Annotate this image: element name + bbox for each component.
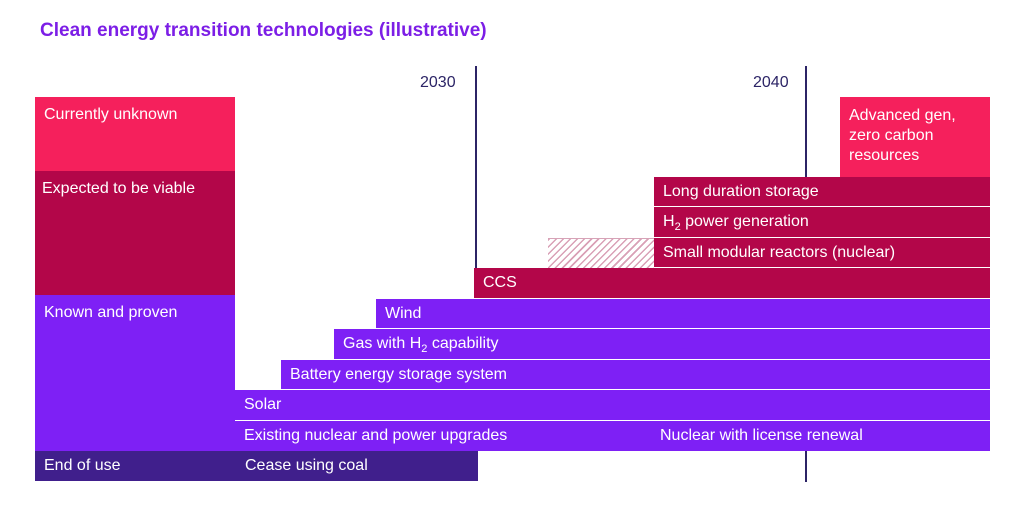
year-line-2040-top (805, 66, 807, 177)
year-line-2040-bottom (805, 451, 807, 482)
diagram-title: Clean energy transition technologies (il… (40, 20, 487, 41)
tech-solar: Solar (235, 390, 990, 421)
category-label: End of use (44, 457, 121, 474)
smr-early-hatch (548, 238, 654, 268)
tech-label: Cease using coal (245, 457, 368, 474)
tech-label: Solar (244, 396, 282, 413)
category-label: Expected to be viable (42, 180, 195, 197)
tech-label: Wind (385, 304, 422, 322)
category-label: Known and proven (44, 304, 178, 321)
tech-label: Nuclear with license renewal (660, 427, 863, 444)
tech-advanced-gen: Advanced gen, zero carbon resources (840, 97, 990, 177)
tech-label: CCS (483, 274, 517, 291)
category-label: Currently unknown (44, 106, 178, 123)
category-known-proven: Known and proven (35, 295, 235, 451)
tech-long-duration-storage: Long duration storage (654, 177, 990, 207)
year-line-2030-top (475, 66, 477, 97)
tech-battery-storage: Battery energy storage system (281, 360, 990, 390)
tech-label: H2 power generation (663, 213, 809, 233)
tech-h2-power-generation: H2 power generation (654, 207, 990, 238)
tech-existing-nuclear: Existing nuclear and power upgrades Nucl… (235, 421, 990, 451)
category-expected-viable: Expected to be viable (35, 171, 235, 295)
tech-label: Existing nuclear and power upgrades (244, 427, 508, 444)
tech-ccs: CCS (474, 268, 990, 299)
tech-label: Gas with H2 capability (343, 335, 499, 355)
tech-wind: Wind (376, 299, 990, 329)
tech-label: Battery energy storage system (290, 365, 507, 383)
tech-label: Long duration storage (663, 182, 819, 200)
year-label-2040: 2040 (753, 74, 789, 91)
end-of-use-bar: End of use Cease using coal (35, 451, 478, 481)
tech-label: Advanced gen, zero carbon resources (849, 107, 956, 164)
tech-label: Small modular reactors (nuclear) (663, 243, 896, 261)
tech-small-modular-reactors: Small modular reactors (nuclear) (654, 238, 990, 268)
category-currently-unknown: Currently unknown (35, 97, 235, 171)
year-label-2030: 2030 (420, 74, 456, 91)
tech-gas-h2-capability: Gas with H2 capability (334, 329, 990, 360)
year-line-2030 (475, 97, 477, 268)
